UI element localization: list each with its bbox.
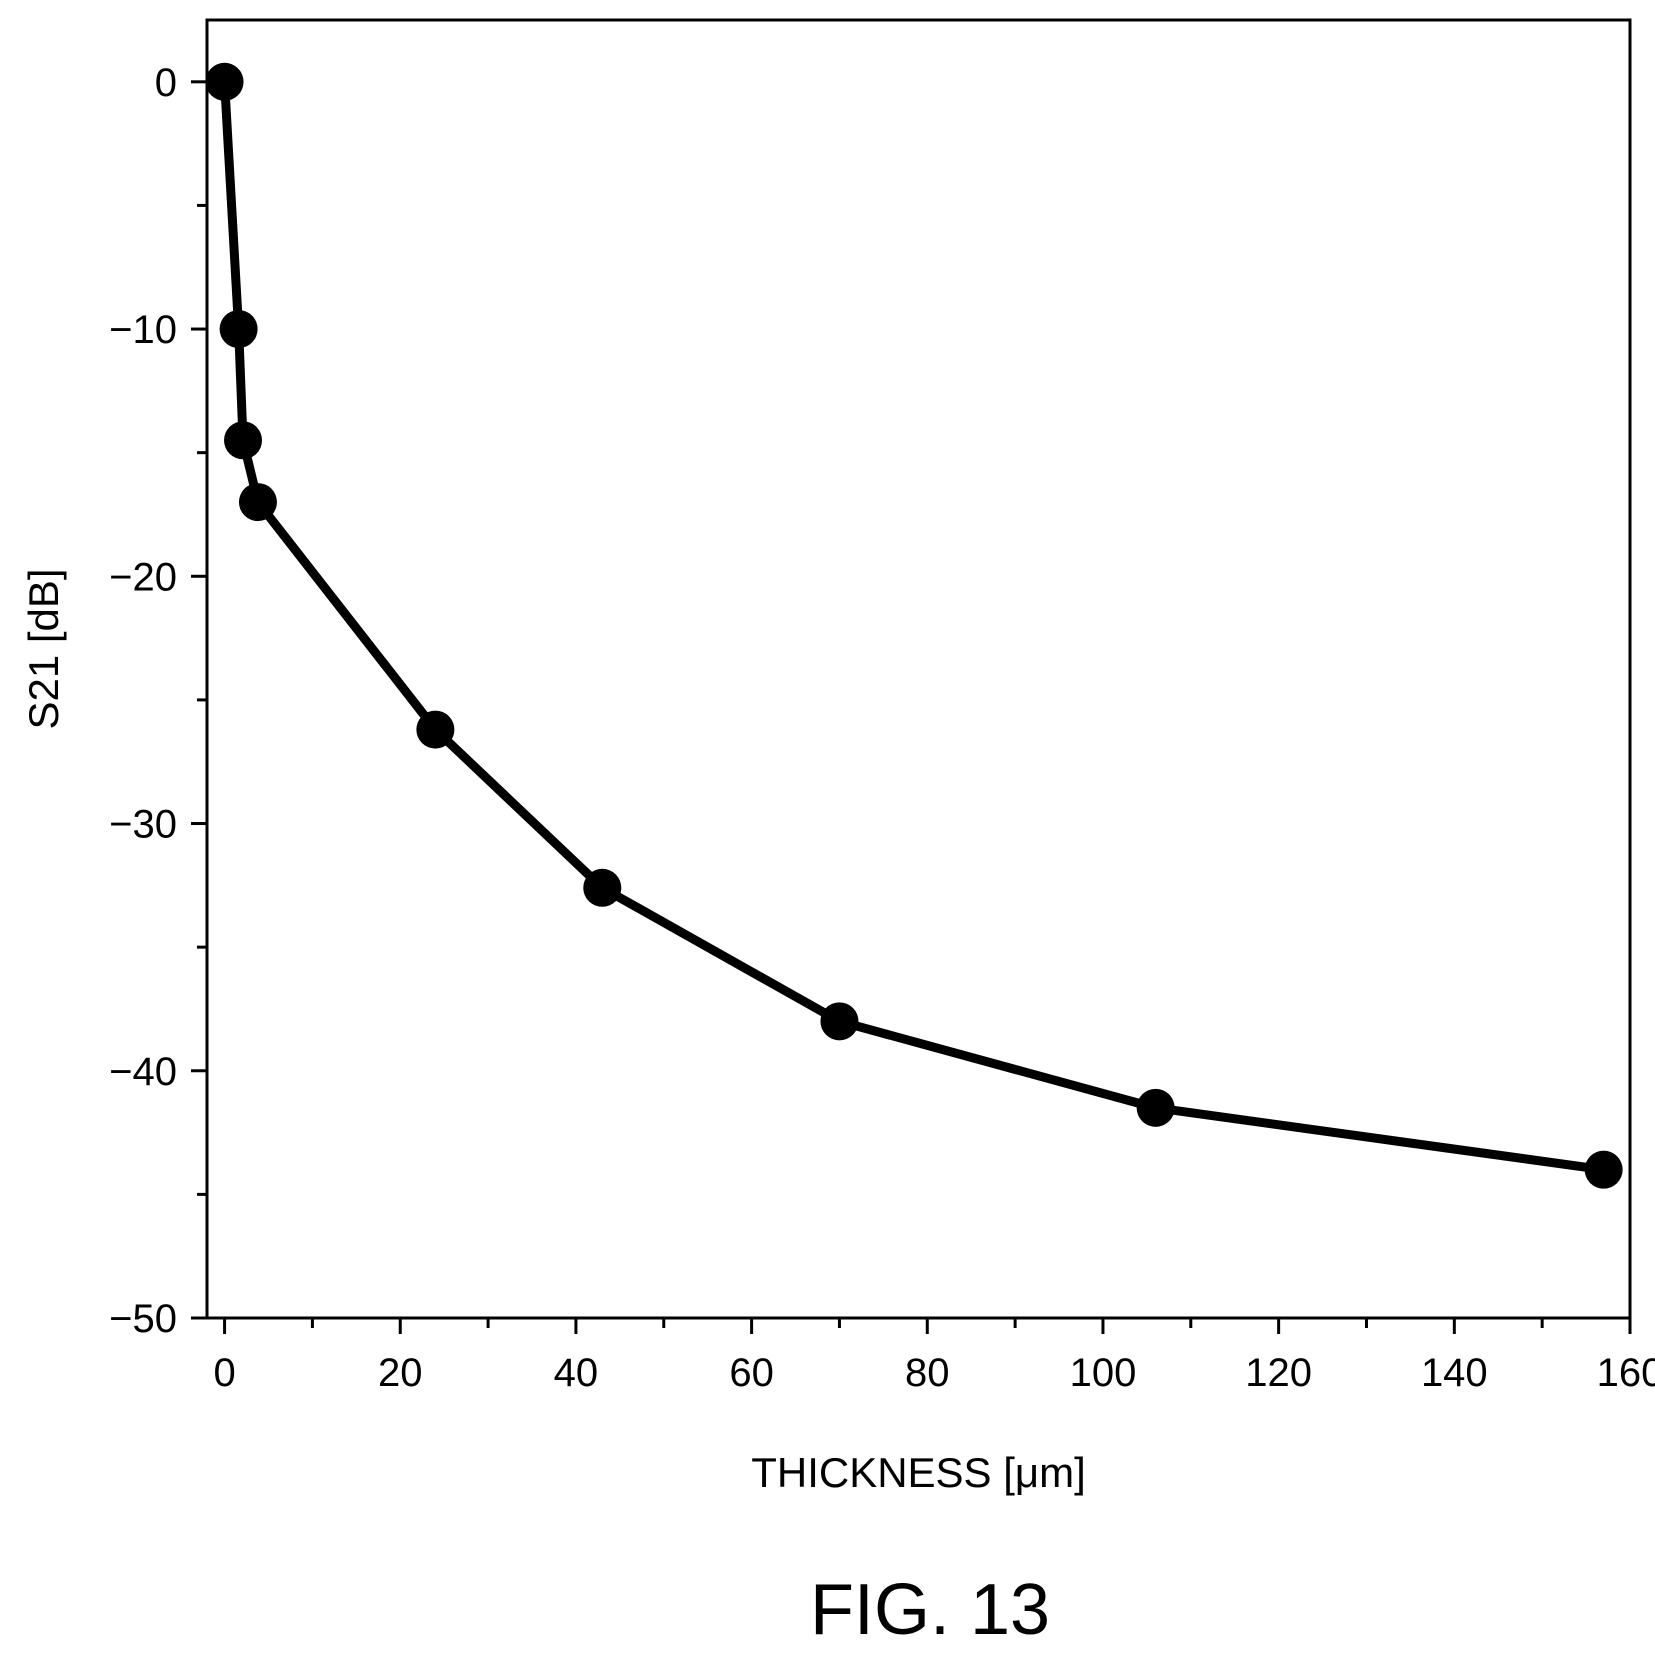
y-tick-label: −10 <box>109 308 177 352</box>
x-tick-label: 160 <box>1597 1351 1655 1395</box>
x-axis-ticks: 0 20 40 60 80 100 120 140 160 <box>213 1318 1655 1395</box>
x-tick-label: 0 <box>213 1351 235 1395</box>
x-tick-label: 140 <box>1421 1351 1488 1395</box>
y-axis-ticks: 0 −10 −20 −30 −40 −50 <box>109 61 207 1341</box>
x-tick-label: 120 <box>1245 1351 1312 1395</box>
x-tick-label: 60 <box>729 1351 774 1395</box>
plot-frame <box>205 18 1632 1320</box>
data-point <box>416 710 455 749</box>
data-point <box>583 868 622 907</box>
data-point <box>820 1002 859 1041</box>
series-layer <box>205 62 1623 1189</box>
y-tick-label: 0 <box>155 61 177 105</box>
y-tick-label: −50 <box>109 1297 177 1341</box>
data-point <box>224 421 263 460</box>
data-point <box>205 62 244 101</box>
data-point <box>1584 1150 1623 1189</box>
y-axis-label: S21 [dB] <box>20 568 67 729</box>
y-tick-label: −40 <box>109 1050 177 1094</box>
x-tick-label: 80 <box>905 1351 950 1395</box>
x-tick-label: 40 <box>554 1351 599 1395</box>
x-tick-label: 100 <box>1070 1351 1137 1395</box>
data-point <box>219 310 258 349</box>
x-axis-label: THICKNESS [μm] <box>751 1449 1086 1496</box>
x-tick-label: 20 <box>378 1351 423 1395</box>
data-point <box>238 483 277 522</box>
series-line <box>220 77 1609 1175</box>
data-point <box>1136 1088 1175 1127</box>
y-tick-label: −20 <box>109 555 177 599</box>
figure-caption: FIG. 13 <box>810 1570 1050 1650</box>
y-tick-label: −30 <box>109 803 177 847</box>
